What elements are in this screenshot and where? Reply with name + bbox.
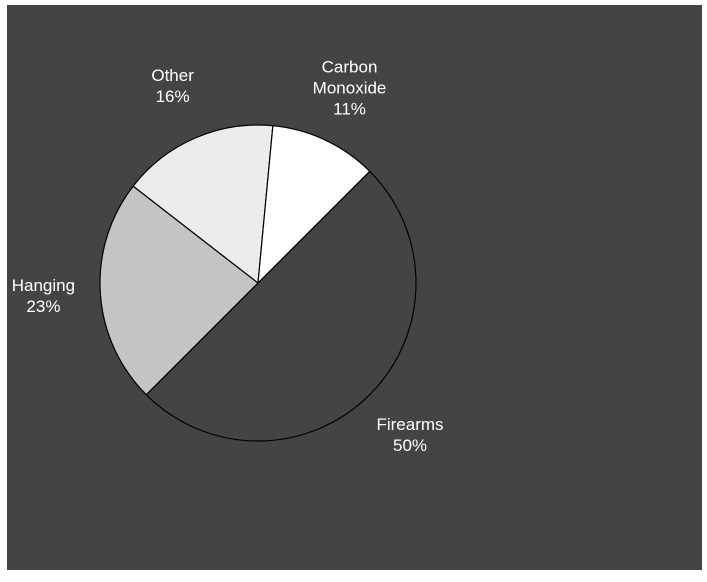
category-label: Hanging <box>11 276 76 296</box>
pie-slice <box>99 185 259 396</box>
category-label: Firearms <box>376 415 444 435</box>
slice-label: Hanging 23% <box>0 275 98 317</box>
slice-label: Other 16% <box>118 65 228 107</box>
category-label: Carbon Monoxide <box>312 57 387 98</box>
pie-slice <box>145 170 417 442</box>
slice-label: Firearms 50% <box>355 414 465 456</box>
category-label: Other <box>151 65 194 85</box>
value-label: 11% <box>333 99 366 119</box>
pie-slice <box>132 124 274 285</box>
value-label: 16% <box>155 86 190 106</box>
value-label: 50% <box>393 436 428 456</box>
pie-slice <box>257 125 371 285</box>
value-label: 23% <box>26 297 61 317</box>
slice-label: Carbon Monoxide 11% <box>295 57 405 120</box>
